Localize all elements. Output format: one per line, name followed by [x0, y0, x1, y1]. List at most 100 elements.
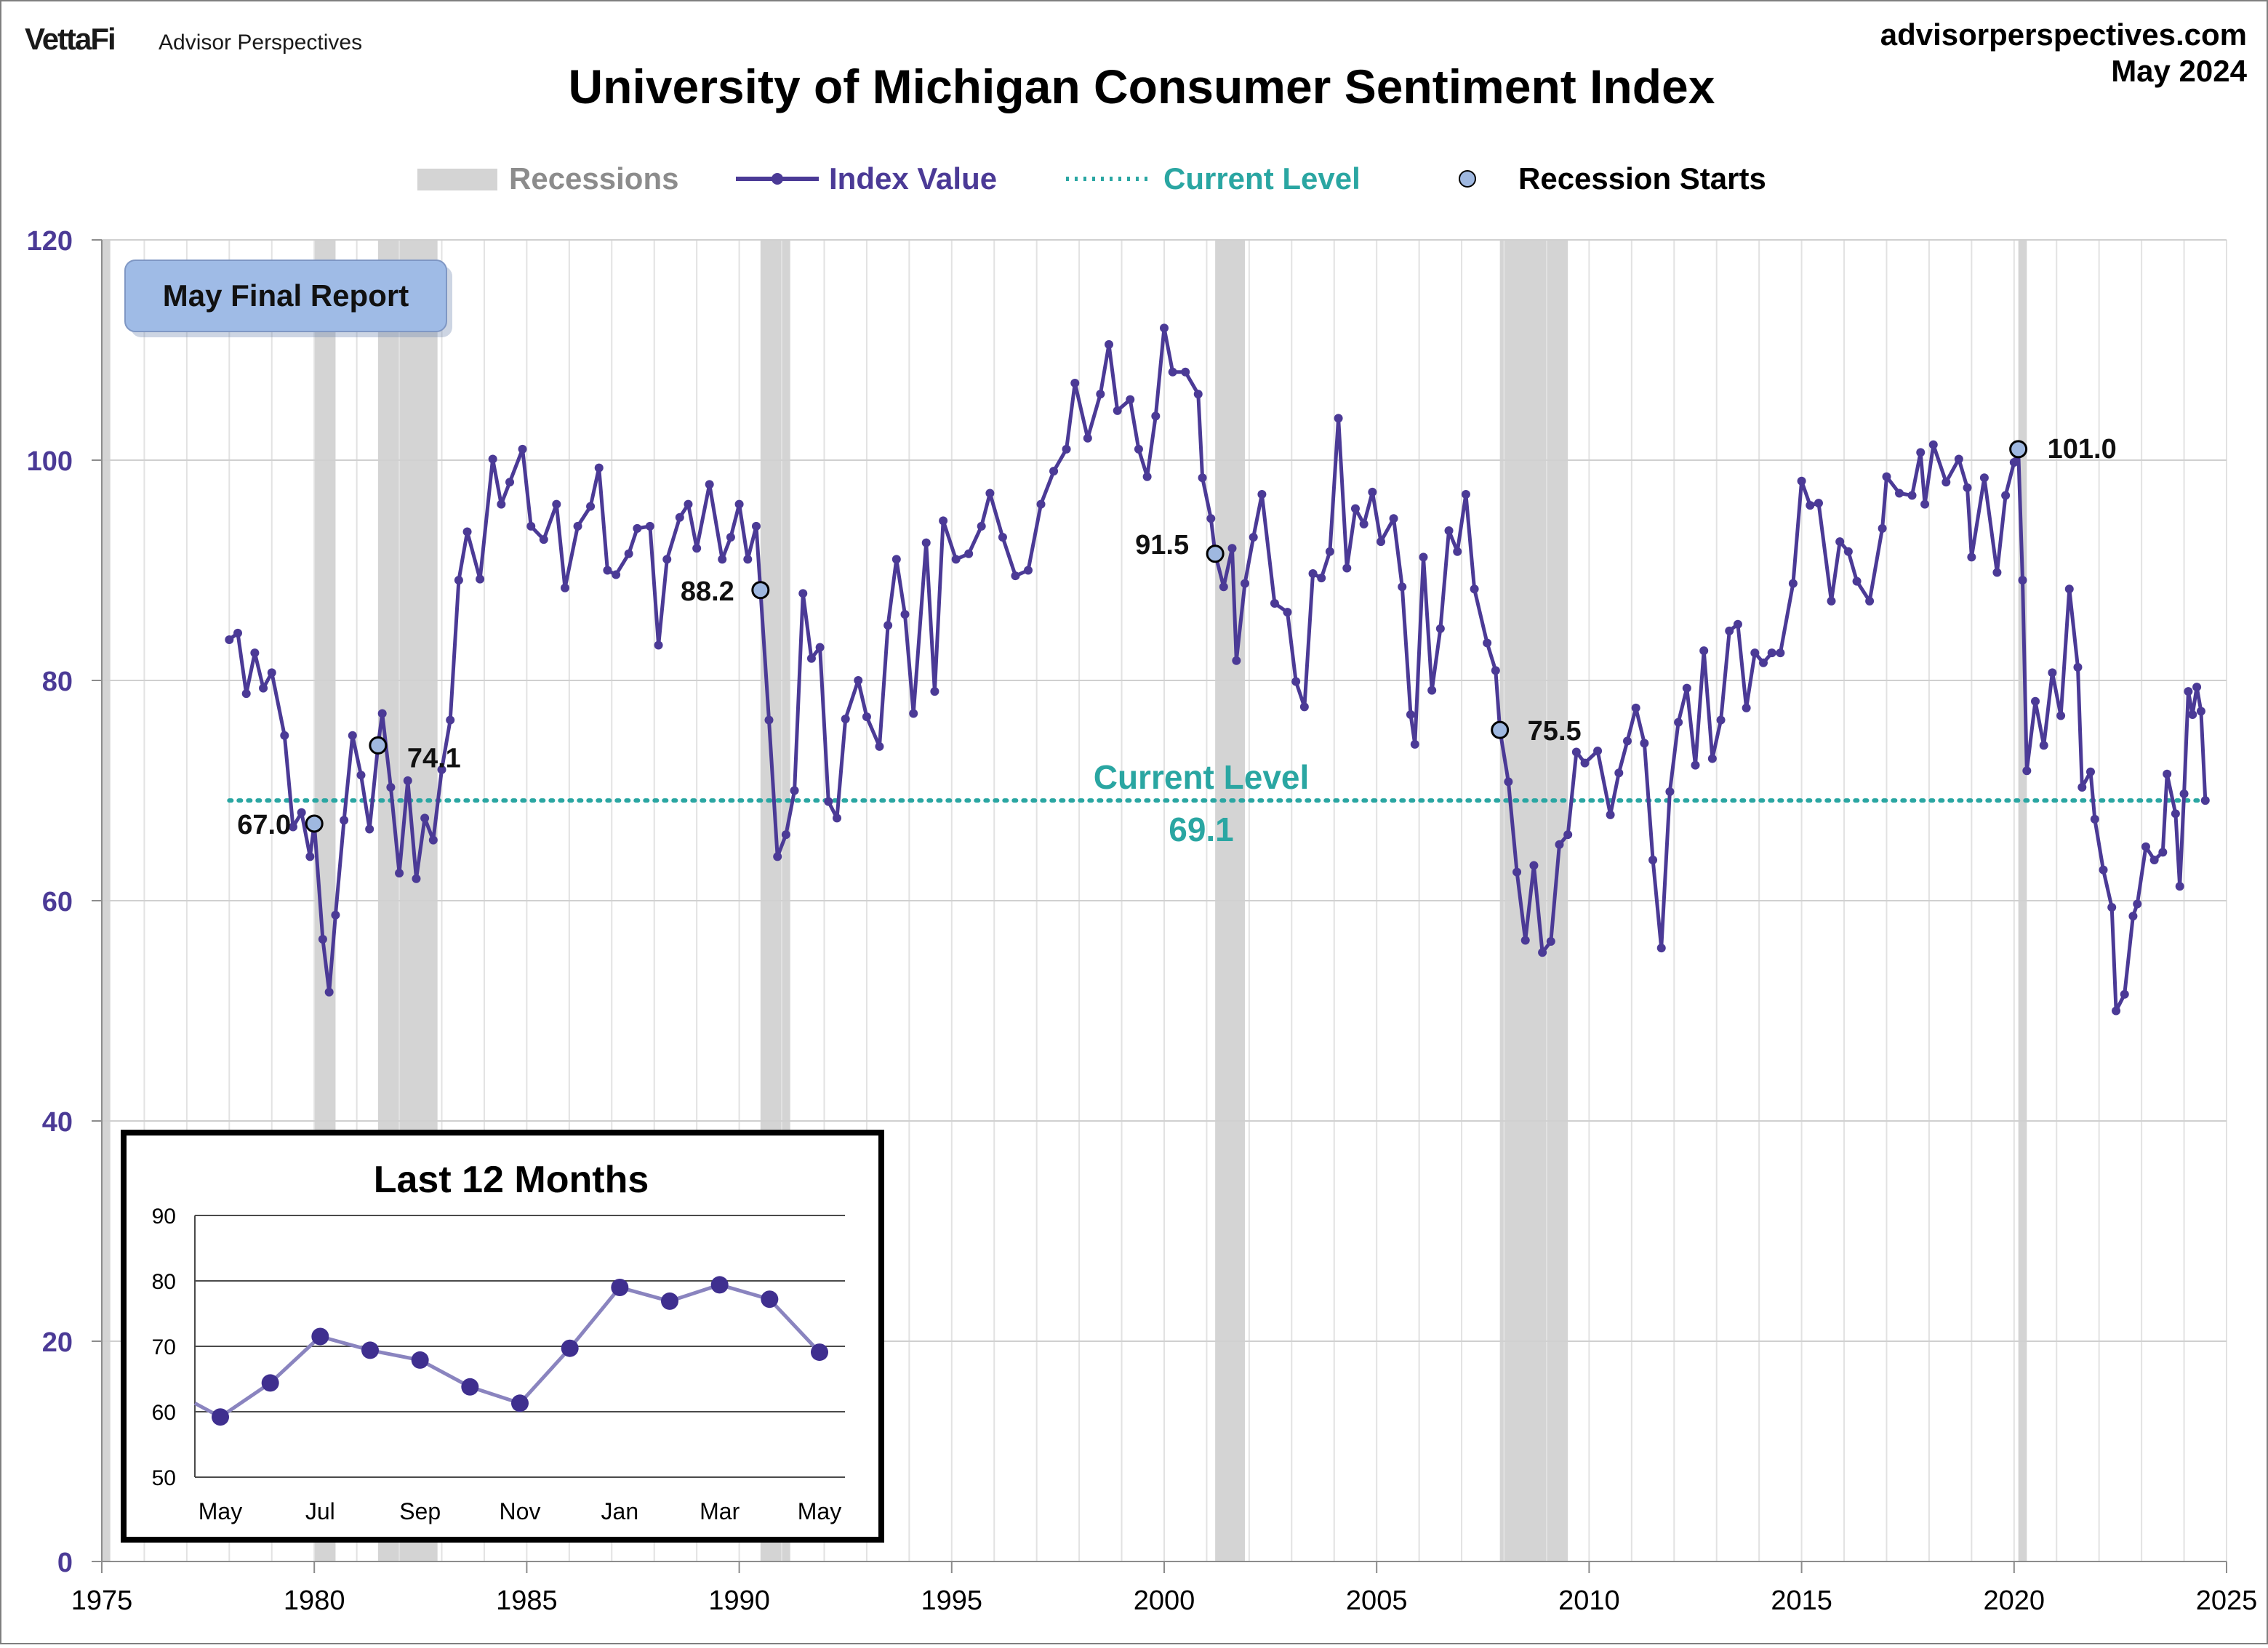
- legend: Recessions Index Value Current Level Rec…: [417, 161, 1766, 196]
- index-value-point: [1776, 648, 1785, 658]
- inset-title: Last 12 Months: [374, 1159, 649, 1201]
- index-value-point: [2128, 912, 2138, 921]
- index-value-point: [1725, 626, 1734, 635]
- index-value-point: [1827, 596, 1836, 606]
- index-value-point: [2149, 855, 2159, 864]
- index-value-point: [420, 813, 430, 823]
- index-value-point: [1928, 440, 1938, 449]
- index-value-point: [998, 533, 1007, 542]
- index-value-point: [428, 835, 438, 845]
- index-value-point: [340, 816, 349, 825]
- recession-start-label: 67.0: [237, 810, 291, 840]
- index-value-point: [1126, 395, 1135, 404]
- index-value-point: [612, 570, 621, 579]
- index-value-point: [675, 513, 684, 522]
- index-value-point: [1806, 501, 1815, 510]
- index-value-point: [1954, 454, 1963, 464]
- index-value-point: [1916, 448, 1926, 457]
- index-value-point: [1699, 646, 1709, 656]
- index-value-point: [1716, 715, 1726, 725]
- recession-start-label: 88.2: [681, 576, 734, 607]
- index-value-point: [985, 489, 995, 498]
- inset-point: [811, 1343, 828, 1362]
- index-value-point: [2163, 769, 2172, 779]
- index-value-point: [1614, 768, 1624, 778]
- brand-name: Advisor Perspectives: [159, 31, 362, 55]
- index-value-point: [2056, 711, 2066, 720]
- index-value-point: [539, 535, 548, 544]
- index-value-point: [1520, 936, 1530, 945]
- index-value-point: [1206, 514, 1216, 523]
- index-value-point: [324, 987, 334, 997]
- index-value-point: [2107, 903, 2117, 912]
- y-tick-label: 20: [42, 1327, 73, 1358]
- inset-x-tick-label: Nov: [500, 1498, 541, 1524]
- index-value-point: [297, 808, 306, 817]
- index-value-point: [781, 830, 790, 840]
- index-value-point: [1377, 537, 1386, 547]
- index-value-point: [773, 852, 782, 861]
- recession-start-label: 75.5: [1528, 716, 1582, 747]
- index-value-point: [1181, 367, 1190, 377]
- index-value-point: [1011, 571, 1020, 581]
- index-value-point: [2064, 584, 2074, 594]
- index-value-point: [1427, 686, 1437, 695]
- index-value-point: [356, 771, 366, 780]
- index-value-point: [403, 776, 412, 785]
- index-value-point: [437, 765, 446, 774]
- index-value-point: [1865, 596, 1875, 606]
- index-value-point: [1920, 499, 1930, 509]
- index-value-point: [377, 709, 387, 718]
- index-value-point: [2039, 741, 2048, 750]
- index-value-point: [751, 521, 761, 531]
- index-value-point: [1963, 483, 1972, 492]
- index-value-point: [790, 786, 799, 795]
- index-value-point: [1512, 867, 1522, 877]
- index-value-point: [645, 521, 654, 531]
- index-value-point: [764, 715, 774, 725]
- inset-y-tick-label: 60: [152, 1401, 176, 1425]
- index-value-point: [1062, 444, 1071, 454]
- index-value-point: [1023, 566, 1033, 575]
- index-value-point: [2018, 576, 2027, 585]
- inset-y-tick-label: 70: [152, 1335, 176, 1359]
- x-tick-label: 1995: [921, 1585, 983, 1616]
- index-value-point: [705, 480, 714, 489]
- index-value-point: [726, 533, 735, 542]
- inset-point: [361, 1341, 379, 1359]
- index-value-point: [1241, 579, 1250, 588]
- index-value-point: [2200, 796, 2210, 805]
- index-value-point: [1036, 499, 1046, 509]
- inset-point: [561, 1339, 579, 1357]
- x-tick-label: 2015: [1771, 1585, 1832, 1616]
- index-value-point: [921, 538, 931, 547]
- index-value-point: [624, 549, 633, 558]
- index-value-point: [1555, 840, 1564, 849]
- index-value-point: [2158, 848, 2168, 857]
- index-value-point: [1249, 533, 1258, 542]
- index-value-point: [1759, 658, 1768, 667]
- recession-start-marker: [1206, 544, 1225, 563]
- index-value-point: [1767, 648, 1776, 658]
- inset-point: [761, 1290, 779, 1309]
- index-value-point: [365, 824, 374, 834]
- index-value-point: [743, 555, 753, 564]
- recession-start-label: 74.1: [407, 743, 461, 773]
- inset-point: [212, 1408, 229, 1426]
- index-value-point: [1852, 576, 1862, 586]
- index-value-point: [1113, 406, 1122, 415]
- index-value-point: [1593, 746, 1603, 755]
- index-value-point: [2175, 882, 2184, 891]
- index-value-point: [454, 576, 463, 585]
- index-value-point: [497, 499, 506, 509]
- index-value-point: [1299, 702, 1309, 712]
- recession-start-label: 91.5: [1135, 530, 1189, 560]
- legend-current-label: Current Level: [1163, 161, 1361, 196]
- index-value-point: [1291, 677, 1301, 686]
- inset-point: [661, 1292, 678, 1310]
- index-value-point: [1435, 624, 1445, 633]
- index-value-point: [2001, 491, 2011, 500]
- report-date: May 2024: [2111, 54, 2247, 88]
- index-value-point: [1168, 367, 1177, 377]
- index-value-point: [2112, 1006, 2121, 1016]
